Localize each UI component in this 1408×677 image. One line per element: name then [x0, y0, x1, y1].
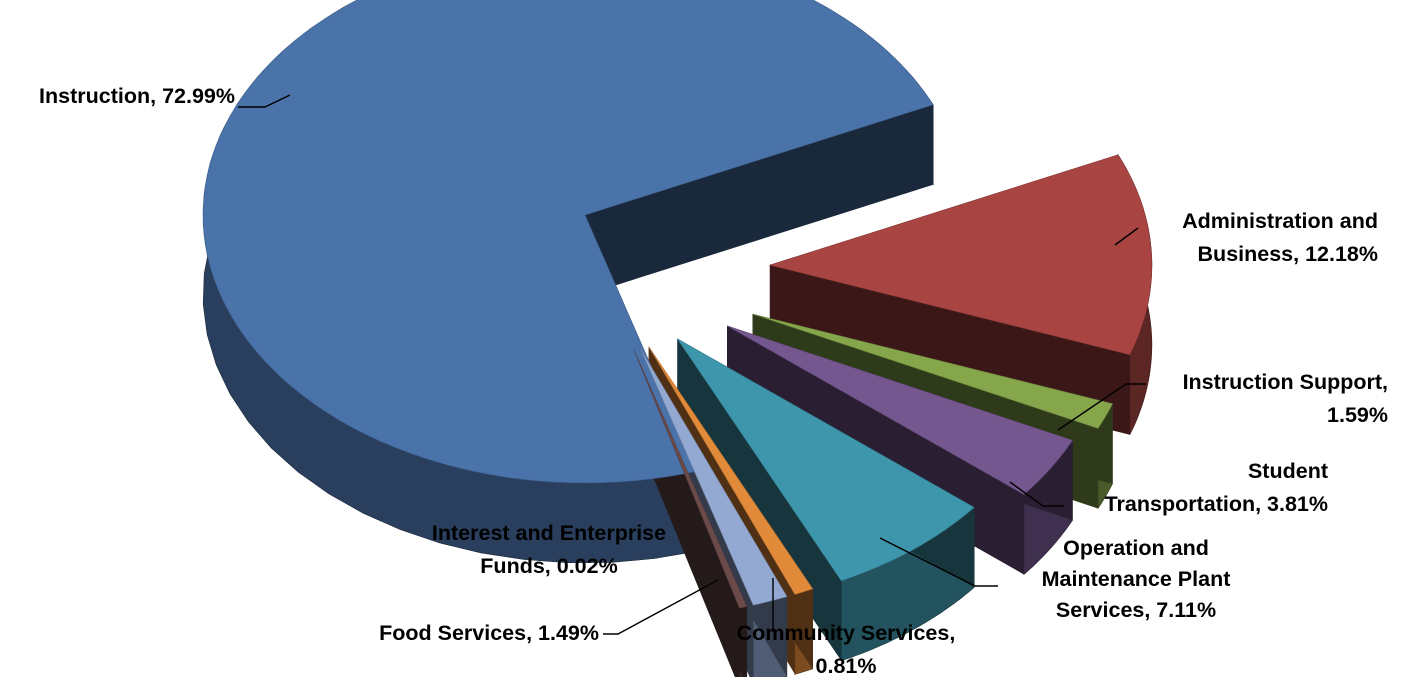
- data-label-line: Food Services, 1.49%: [379, 621, 599, 645]
- data-label-operation-and-maintenance-plant-services: Operation and Maintenance Plant Services, …: [1042, 536, 1231, 622]
- leader-line-6: [603, 579, 719, 635]
- data-label-line: 1.59%: [1327, 403, 1388, 427]
- slice-student-transportation: [726, 325, 1073, 495]
- slice-side-0-1: [585, 104, 934, 296]
- data-label-line: Funds, 0.02%: [480, 554, 617, 578]
- data-label-line: Transportation, 3.81%: [1105, 492, 1328, 516]
- slice-operation-and-maintenance-plant-services: [677, 338, 975, 582]
- data-label-food-services: Food Services, 1.49%: [379, 621, 599, 645]
- data-label-interest-and-enterprise-funds: Interest and Enterprise Funds, 0.02%: [432, 521, 666, 578]
- leader-line-3: [1009, 481, 1064, 507]
- data-label-line: Instruction, 72.99%: [39, 84, 235, 108]
- leader-line-1: [1114, 227, 1139, 246]
- slice-administration-and-business: [768, 154, 1153, 356]
- data-label-line: Administration and: [1182, 209, 1378, 233]
- data-label-line: Maintenance Plant: [1042, 567, 1231, 591]
- data-label-community-services: Community Services, 0.81%: [737, 621, 956, 677]
- data-label-line: Community Services,: [737, 621, 956, 645]
- slice-top-layer: [202, 0, 1153, 609]
- leader-line-4: [879, 537, 998, 587]
- data-label-line: Instruction Support,: [1183, 370, 1388, 394]
- leader-line-0: [238, 94, 291, 108]
- slice-community-services: [648, 346, 814, 595]
- data-label-student-transportation: Student Transportation, 3.81%: [1105, 459, 1328, 516]
- data-label-instruction: Instruction, 72.99%: [39, 84, 235, 108]
- data-label-instruction-support: Instruction Support, 1.59%: [1183, 370, 1388, 427]
- data-label-line: Operation and: [1063, 536, 1209, 560]
- data-label-line: Business, 12.18%: [1198, 242, 1378, 266]
- data-label-administration-and-business: Administration and Business, 12.18%: [1182, 209, 1378, 266]
- data-label-line: 0.81%: [816, 654, 877, 677]
- slice-food-services: [640, 348, 788, 606]
- slice-instruction: [202, 0, 934, 484]
- slice-labels: Instruction, 72.99% Administration and Bus…: [39, 84, 1388, 677]
- data-label-line: Services, 7.11%: [1056, 598, 1216, 622]
- slice-interest-and-enterprise-funds: [633, 350, 748, 609]
- data-label-line: Student: [1248, 459, 1328, 483]
- leader-lines: [238, 94, 1146, 635]
- slice-instruction-support: [752, 313, 1113, 429]
- leader-line-2: [1057, 383, 1146, 431]
- data-label-line: Interest and Enterprise: [432, 521, 666, 545]
